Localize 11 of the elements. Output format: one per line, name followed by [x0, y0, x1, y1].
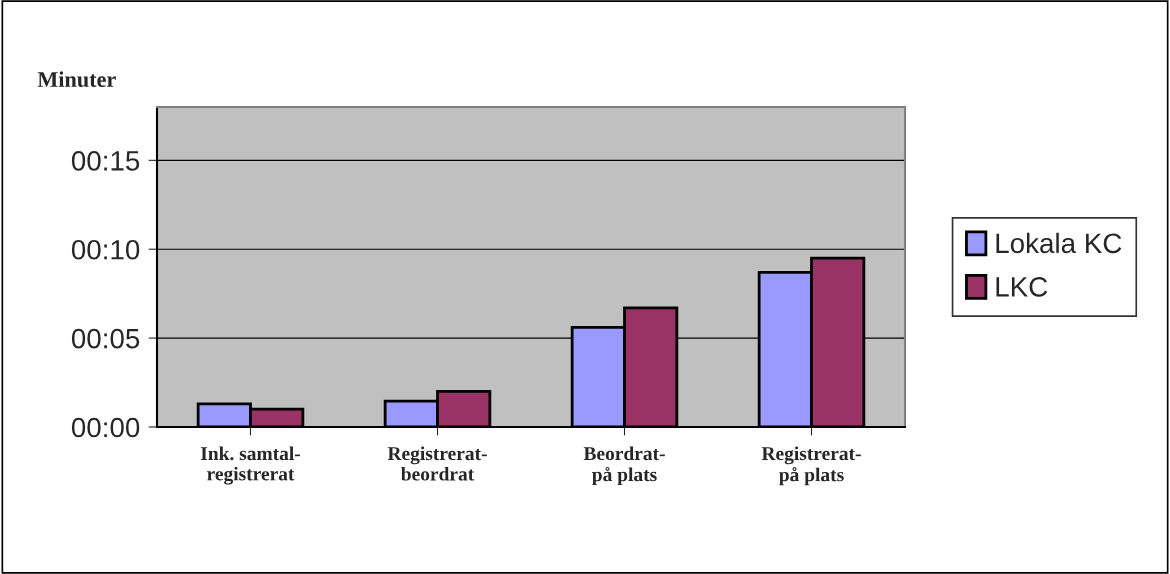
y-tick-label: 00:10 — [71, 239, 140, 260]
y-tick-label: 00:15 — [71, 151, 140, 171]
x-tick-label: Registrerat- på plats — [761, 446, 861, 486]
x-tick-label: Registrerat- beordrat — [387, 446, 487, 481]
x-tick-label: Ink. samtal- registrerat — [200, 446, 301, 485]
x-tick-label: Beordrat- på plats — [583, 446, 665, 486]
legend-label: Lokala KC — [996, 232, 1122, 254]
y-tick-label: 00:00 — [71, 417, 140, 438]
y-axis-title: Minuter — [37, 71, 116, 88]
legend-label: LKC — [996, 277, 1048, 297]
y-tick-label: 00:05 — [71, 328, 140, 349]
